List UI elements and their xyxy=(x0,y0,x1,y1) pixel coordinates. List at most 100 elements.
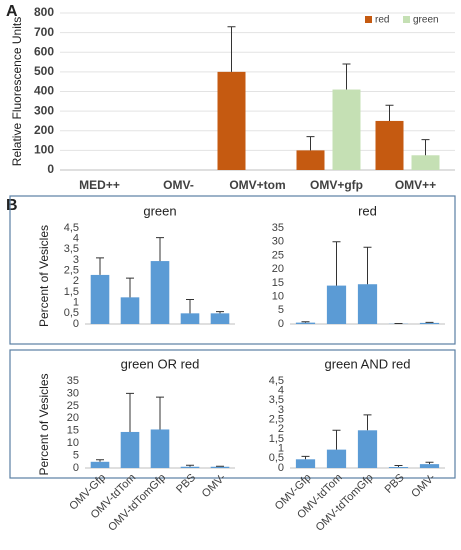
y-tick-label: 0 xyxy=(73,318,79,330)
panel-label: B xyxy=(6,197,18,214)
y-tick-label: 10 xyxy=(67,437,79,449)
y-axis-label: Relative Fluorescence Units xyxy=(10,17,24,166)
bar xyxy=(150,429,170,468)
y-tick-label: 800 xyxy=(34,5,54,19)
chart-title: green xyxy=(143,203,176,218)
y-tick-label: 2,5 xyxy=(64,265,79,277)
y-tick-label: 2,5 xyxy=(269,414,284,426)
y-tick-label: 700 xyxy=(34,25,54,39)
error-bar xyxy=(425,461,434,465)
y-tick-label: 1,5 xyxy=(269,433,284,445)
error-bar xyxy=(156,396,164,430)
error-bar xyxy=(306,136,315,151)
y-tick-label: 25 xyxy=(67,400,79,412)
error-bar xyxy=(421,139,430,156)
y-tick-label: 3,5 xyxy=(64,243,79,255)
bar xyxy=(295,322,316,324)
error-bar xyxy=(394,464,403,468)
bar xyxy=(120,431,140,468)
bar xyxy=(296,150,325,170)
error-bar xyxy=(342,63,351,90)
y-tick-label: 3 xyxy=(73,254,79,266)
error-bar xyxy=(186,298,194,314)
chart-title: green OR red xyxy=(121,356,200,371)
bar xyxy=(150,261,170,324)
y-tick-label: 35 xyxy=(67,375,79,387)
y-tick-label: 0 xyxy=(278,462,284,474)
legend-swatch xyxy=(365,16,372,23)
y-tick-label: 35 xyxy=(272,222,284,234)
error-bar xyxy=(216,311,224,314)
y-tick-label: 1 xyxy=(73,297,79,309)
error-bar xyxy=(363,246,372,285)
bar xyxy=(210,313,230,324)
panel-frame xyxy=(9,349,456,479)
error-bar xyxy=(126,277,134,298)
y-tick-label: 500 xyxy=(34,64,54,78)
y-tick-label: 30 xyxy=(272,236,284,248)
bar xyxy=(419,464,440,468)
bar xyxy=(357,284,378,324)
bar xyxy=(332,89,361,170)
x-tick-label: OMV- xyxy=(163,178,194,192)
y-tick-label: 2 xyxy=(73,275,79,287)
y-tick-label: 4,5 xyxy=(269,375,284,387)
y-tick-label: 0 xyxy=(278,318,284,330)
bar xyxy=(120,297,140,324)
error-bar xyxy=(363,414,372,431)
x-tick-label: OMV+tom xyxy=(229,178,285,192)
error-bar xyxy=(126,392,134,432)
error-bar xyxy=(385,104,394,121)
y-tick-label: 0 xyxy=(47,162,54,176)
y-tick-label: 0,5 xyxy=(64,307,79,319)
y-axis-label: Percent of Vesicles xyxy=(37,373,51,475)
x-tick-label: OMV-tdTomGfp xyxy=(314,472,376,534)
y-tick-label: 30 xyxy=(67,387,79,399)
y-tick-label: 1 xyxy=(278,443,284,455)
y-tick-label: 15 xyxy=(272,277,284,289)
y-axis-label: Percent of Vesicles xyxy=(37,225,51,327)
chart-title: red xyxy=(358,203,377,218)
legend-swatch xyxy=(403,16,410,23)
x-tick-label: PBS xyxy=(383,472,407,496)
x-tick-label: OMV++ xyxy=(395,178,436,192)
bar xyxy=(90,274,110,324)
error-bar xyxy=(301,455,310,460)
y-tick-label: 15 xyxy=(67,425,79,437)
y-tick-label: 2 xyxy=(278,423,284,435)
y-tick-label: 400 xyxy=(34,84,54,98)
x-tick-label: OMV+gfp xyxy=(310,178,363,192)
y-tick-label: 200 xyxy=(34,123,54,137)
error-bar xyxy=(332,429,341,450)
panel-label: A xyxy=(6,3,18,20)
error-bar xyxy=(156,237,164,262)
y-tick-label: 4,5 xyxy=(64,222,79,234)
bar xyxy=(217,71,246,170)
y-tick-label: 600 xyxy=(34,44,54,58)
bar xyxy=(295,459,316,468)
y-tick-label: 4 xyxy=(278,385,284,397)
x-tick-label: PBS xyxy=(174,472,198,496)
error-bar xyxy=(186,464,194,467)
bar xyxy=(326,449,347,468)
y-tick-label: 4 xyxy=(73,233,79,245)
error-bar xyxy=(301,321,310,323)
chart-title: green AND red xyxy=(325,356,411,371)
y-tick-label: 10 xyxy=(272,290,284,302)
bar xyxy=(388,467,409,468)
bar xyxy=(210,466,230,468)
bar xyxy=(180,466,200,468)
y-tick-label: 20 xyxy=(67,412,79,424)
y-tick-label: 1,5 xyxy=(64,286,79,298)
error-bar xyxy=(96,459,104,462)
y-tick-label: 3,5 xyxy=(269,394,284,406)
bar xyxy=(326,285,347,324)
bar xyxy=(411,155,440,170)
panel-frame xyxy=(9,195,456,345)
bar xyxy=(419,322,440,324)
bar xyxy=(357,430,378,468)
bar xyxy=(180,313,200,324)
x-tick-label: OMV- xyxy=(200,471,229,500)
y-tick-label: 5 xyxy=(73,449,79,461)
